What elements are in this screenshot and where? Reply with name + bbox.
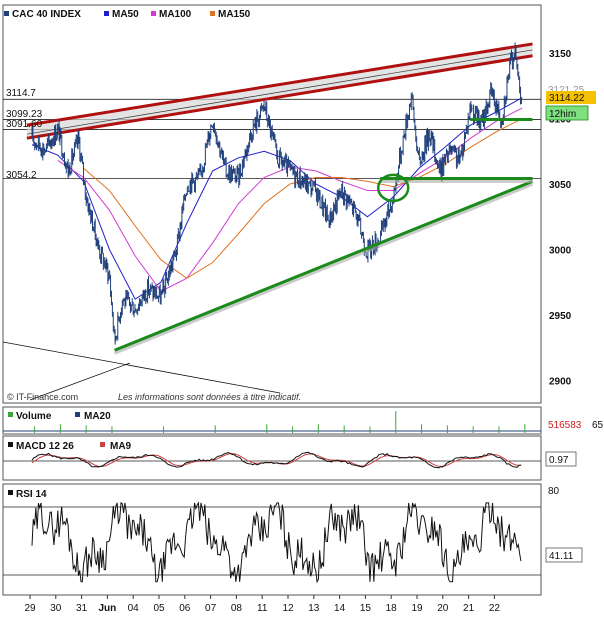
y-tick-label-2950: 2950 xyxy=(549,311,572,322)
disclaimer: Les informations sont données à titre in… xyxy=(118,392,301,402)
macd-ma-label: MA9 xyxy=(110,441,132,452)
x-tick-label-13: 15 xyxy=(360,603,372,614)
rsi-value: 41.11 xyxy=(549,551,574,562)
macd-value: 0.97 xyxy=(549,455,569,466)
legend-label-ma150: MA150 xyxy=(218,9,251,20)
legend: CAC 40 INDEX MA50 MA100 MA150 xyxy=(4,9,251,20)
timeframe-badge-text: 12him xyxy=(549,109,576,120)
rsi-line xyxy=(31,501,522,584)
macd-label: MACD 12 26 xyxy=(16,441,74,452)
circle-marker xyxy=(376,173,410,203)
level-label-3091: 3091.60 xyxy=(6,119,43,130)
trend-lower-line xyxy=(113,179,534,352)
badge-faint-value: 3121.25 xyxy=(548,85,585,96)
channel-band xyxy=(26,43,533,139)
rsi-label: RSI 14 xyxy=(16,489,47,500)
channel-mid-line xyxy=(26,49,533,135)
rsi-panel xyxy=(2,483,542,596)
price-series xyxy=(31,42,522,345)
x-tick-label-10: 12 xyxy=(282,603,294,614)
legend-label-ma100: MA100 xyxy=(159,9,192,20)
macd-panel xyxy=(2,435,542,481)
legend-label-ma50: MA50 xyxy=(112,9,139,20)
x-tick-label-9: 11 xyxy=(257,603,268,614)
x-tick-label-16: 20 xyxy=(437,603,449,614)
y-tick-label-2900: 2900 xyxy=(549,376,572,387)
channel-upper-line xyxy=(26,42,533,127)
level-labels: 3114.7 3099.23 3091.60 3054.2 xyxy=(6,88,43,181)
watermark: © IT-Finance.com xyxy=(7,392,78,402)
volume-swatch xyxy=(8,412,13,417)
level-label-3099: 3099.23 xyxy=(6,109,43,120)
x-tick-label-0: 29 xyxy=(24,603,36,614)
x-tick-label-15: 19 xyxy=(411,603,423,614)
legend-label-price: CAC 40 INDEX xyxy=(12,9,81,20)
y-tick-label-3000: 3000 xyxy=(549,245,572,256)
volume-panel xyxy=(2,406,542,435)
x-tick-label-2: 31 xyxy=(76,603,88,614)
x-tick-label-3: Jun xyxy=(99,603,117,614)
x-tick-label-17: 21 xyxy=(463,603,475,614)
x-tick-label-5: 05 xyxy=(153,603,165,614)
level-label-3114: 3114.7 xyxy=(6,88,36,99)
volume-ma-label: MA20 xyxy=(84,411,111,422)
timeframe-badge xyxy=(545,105,589,121)
aux-diagonal-down xyxy=(3,341,281,394)
x-tick-label-18: 22 xyxy=(489,603,501,614)
macd-swatch xyxy=(8,442,13,447)
x-tick-label-8: 08 xyxy=(231,603,243,614)
volume-label: Volume xyxy=(16,411,52,422)
rsi-top-tick: 80 xyxy=(548,486,560,497)
macd-value-box xyxy=(545,451,577,467)
trend-lower-shadow xyxy=(113,182,534,355)
x-tick-label-6: 06 xyxy=(179,603,191,614)
x-tick-label-14: 18 xyxy=(386,603,398,614)
price-badge-text: 3114.22 xyxy=(549,93,585,104)
volume-value: 516583 xyxy=(548,420,582,431)
legend-swatch-ma50 xyxy=(104,11,109,16)
volume-value-extra: 65 xyxy=(592,420,604,431)
x-tick-label-12: 14 xyxy=(334,603,346,614)
x-tick-label-11: 13 xyxy=(308,603,320,614)
x-tick-label-7: 07 xyxy=(205,603,217,614)
x-tick-label-4: 04 xyxy=(128,603,140,614)
level-label-3054: 3054.2 xyxy=(6,170,37,181)
rsi-value-box xyxy=(545,547,583,563)
y-tick-label-3150: 3150 xyxy=(549,49,572,60)
aux-diagonal-up xyxy=(29,362,131,401)
volume-ma-swatch xyxy=(75,412,80,417)
rsi-swatch xyxy=(8,490,13,495)
legend-swatch-ma100 xyxy=(151,11,156,16)
x-tick-label-1: 30 xyxy=(50,603,62,614)
legend-swatch-ma150 xyxy=(210,11,215,16)
y-tick-label-3050: 3050 xyxy=(549,180,572,191)
macd-ma-swatch xyxy=(100,442,105,447)
channel-lower-line xyxy=(26,54,533,140)
legend-swatch-price xyxy=(4,11,9,16)
price-badge xyxy=(546,91,596,104)
macd-line xyxy=(31,451,522,469)
